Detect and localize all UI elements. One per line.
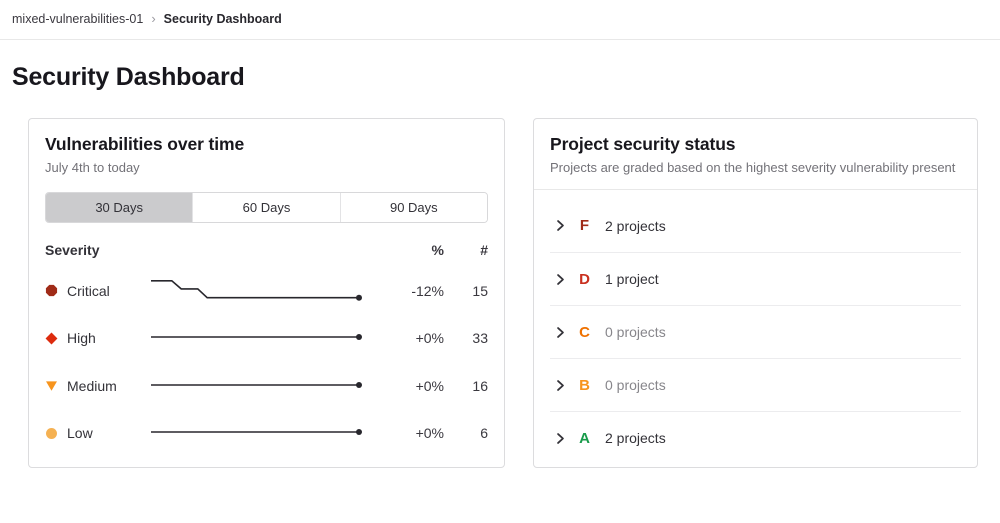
severity-percent-change: +0% [415,425,444,442]
range-tab-90-days[interactable]: 90 Days [339,193,487,222]
grade-letter: A [579,429,590,447]
grade-letter: D [579,270,590,288]
grade-count-label: 2 projects [605,217,666,234]
severity-count: 33 [472,330,488,347]
severity-table-body: Critical -12% 15 High +0% 33 Medium +0% … [45,267,488,457]
grade-letter: C [579,323,590,341]
severity-percent-change: +0% [415,377,444,394]
grade-count-label: 0 projects [605,324,666,340]
severity-medium-icon [45,379,58,392]
breadcrumb-current: Security Dashboard [163,12,282,26]
vulnerabilities-over-time-card: Vulnerabilities over time July 4th to to… [28,118,505,468]
grade-row[interactable]: B 0 projects [550,358,961,411]
grade-row[interactable]: F 2 projects [550,199,961,252]
severity-row: High +0% 33 [45,315,488,363]
severity-sparkline [149,371,380,401]
percent-header: % [431,242,444,258]
grade-count-label: 1 project [605,271,659,287]
severity-percent-change: +0% [415,330,444,347]
severity-row: Low +0% 6 [45,410,488,458]
severity-count: 6 [480,425,488,442]
severity-count: 15 [472,282,488,299]
severity-label: Critical [67,282,110,299]
page-title: Security Dashboard [12,63,245,91]
severity-table: Severity % # Critical -12% 15 High +0% 3… [45,233,488,457]
day-range-segmented-control: 30 Days 60 Days 90 Days [45,192,488,223]
severity-high-icon [45,332,58,345]
severity-count: 16 [472,377,488,394]
grade-count-label: 0 projects [605,377,666,393]
severity-label: High [67,330,96,347]
grade-letter: F [579,217,590,234]
severity-sparkline [149,276,380,306]
chevron-right-icon [554,432,567,445]
severity-percent-change: -12% [411,282,444,299]
breadcrumb-project-link[interactable]: mixed-vulnerabilities-01 [12,12,144,26]
grade-row[interactable]: D 1 project [550,252,961,305]
breadcrumb: mixed-vulnerabilities-01 › Security Dash… [0,0,1000,40]
grade-list: F 2 projects D 1 project C 0 projects B … [534,190,977,464]
count-header: # [480,242,488,258]
vuln-card-subtitle: July 4th to today [45,160,140,175]
chevron-right-icon [554,273,567,286]
severity-row: Critical -12% 15 [45,267,488,315]
chevron-right-icon [554,326,567,339]
status-card-header: Project security status Projects are gra… [534,119,977,190]
severity-header: Severity [45,242,100,258]
severity-sparkline [149,323,380,353]
grade-row[interactable]: C 0 projects [550,305,961,358]
grade-row[interactable]: A 2 projects [550,411,961,464]
severity-sparkline [149,418,380,448]
severity-critical-icon [45,284,58,297]
range-tab-60-days[interactable]: 60 Days [192,193,340,222]
grade-count-label: 2 projects [605,430,666,446]
breadcrumb-separator-icon: › [151,11,156,26]
grade-letter: B [579,376,590,394]
status-card-subtitle: Projects are graded based on the highest… [550,160,956,175]
severity-row: Medium +0% 16 [45,362,488,410]
severity-low-icon [45,427,58,440]
dashboard-cards: Vulnerabilities over time July 4th to to… [28,118,978,468]
vuln-card-title: Vulnerabilities over time [45,134,245,154]
chevron-right-icon [554,379,567,392]
severity-label: Medium [67,377,117,394]
severity-table-header: Severity % # [45,233,488,267]
status-card-title: Project security status [550,134,736,154]
chevron-right-icon [554,219,567,232]
severity-label: Low [67,425,93,442]
project-security-status-card: Project security status Projects are gra… [533,118,978,468]
range-tab-30-days[interactable]: 30 Days [46,193,193,222]
